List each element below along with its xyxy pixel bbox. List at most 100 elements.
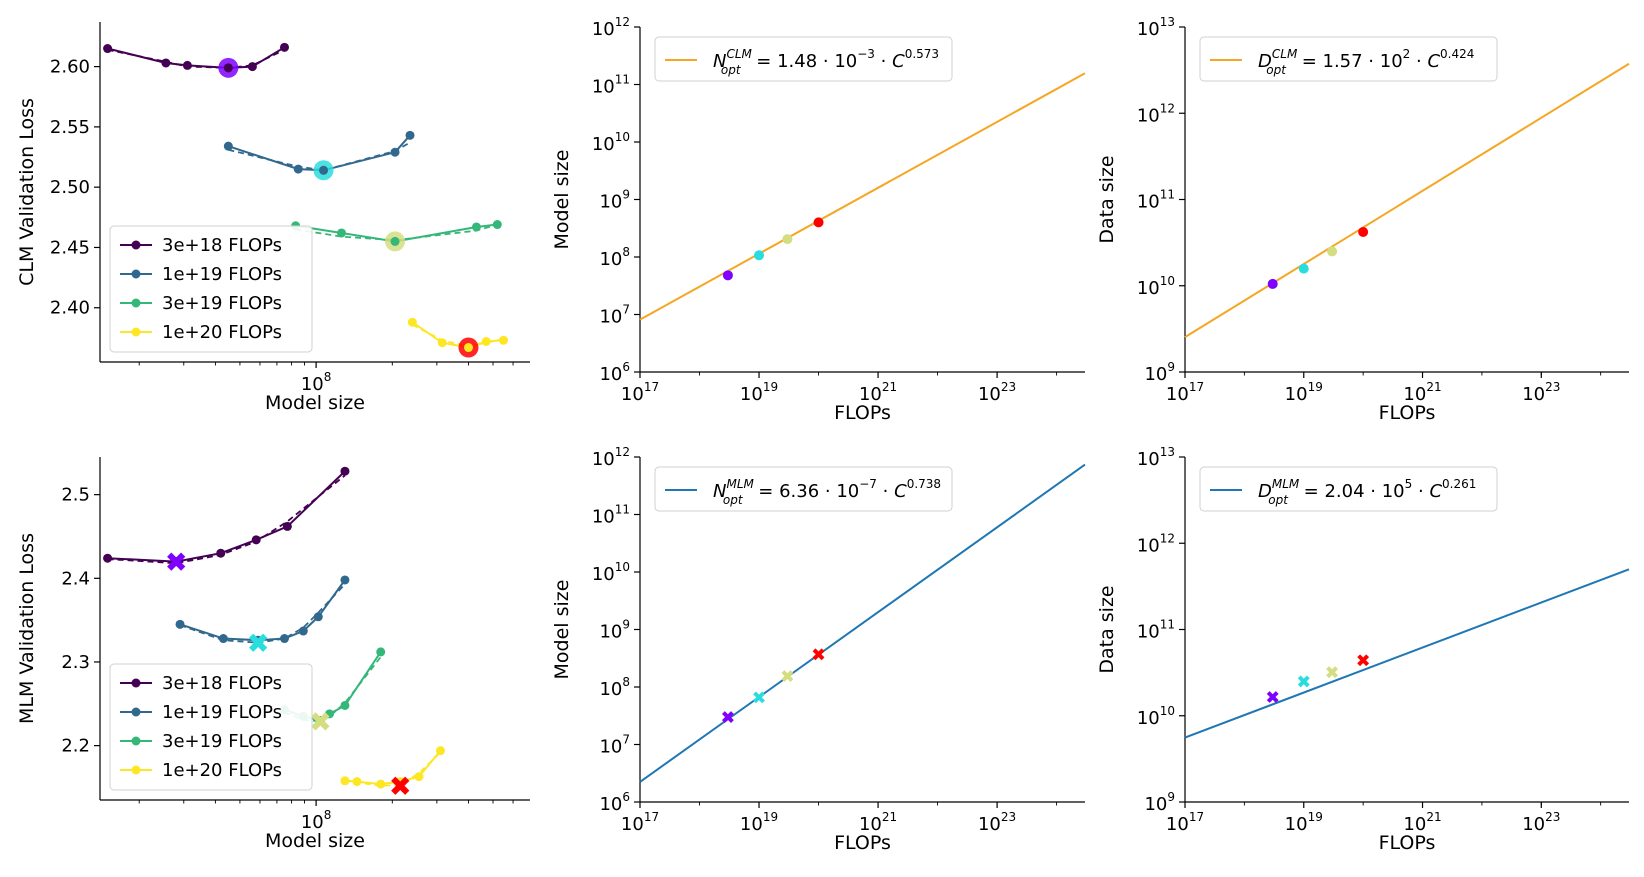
data-point <box>414 772 424 782</box>
optimum-point <box>1266 691 1279 703</box>
legend: 3e+18 FLOPs 1e+19 FLOPs 3e+19 FLOPs 1e+20 F… <box>109 663 313 791</box>
chart-clm_data_size: 1017 1019 1021 1023 109 1010 1011 1012 1013 FLOPs… <box>1096 15 1630 424</box>
x-tick-label: 1017 <box>621 380 659 405</box>
y-tick-label: 1012 <box>592 445 630 470</box>
legend-frame <box>654 466 953 512</box>
x-tick-label: 1023 <box>1522 380 1560 405</box>
y-tick-label: 106 <box>599 790 630 815</box>
y-axis-label: Data size <box>1096 585 1118 673</box>
y-axis-label: MLM Validation Loss <box>16 533 38 724</box>
x-tick-label: 1017 <box>1166 810 1204 835</box>
optimum-point <box>1267 278 1278 289</box>
optimum-center <box>319 165 329 175</box>
chart-clm_loss: 108 2.40 2.45 2.50 2.55 2.60 Model size CLM Val… <box>16 22 530 414</box>
power-law-fit-line <box>639 72 1086 321</box>
data-point <box>175 619 185 629</box>
legend-swatch-marker <box>131 707 141 717</box>
data-point <box>340 466 350 476</box>
power-law-fit-line <box>639 463 1086 783</box>
optimum-point <box>754 250 765 261</box>
y-tick-label: 1012 <box>592 15 630 40</box>
legend-entry: 1e+19 FLOPs <box>162 264 282 285</box>
y-tick-label: 2.2 <box>61 736 90 757</box>
x-tick-label: 1017 <box>621 810 659 835</box>
legend-swatch-marker <box>131 240 141 250</box>
optimum-point <box>753 691 765 704</box>
data-point <box>376 779 386 789</box>
data-point <box>216 548 226 558</box>
x-tick-label: 108 <box>301 808 332 833</box>
power-law-fit-line <box>1184 568 1630 739</box>
data-point <box>405 130 415 140</box>
y-tick-label: 109 <box>599 618 630 643</box>
data-point <box>282 521 292 531</box>
legend: NMLM opt = 6.36 · 10−7 · C0.738 <box>654 466 953 512</box>
y-tick-label: 2.40 <box>50 298 90 319</box>
y-axis-label: Data size <box>1096 155 1118 243</box>
y-axis-label: CLM Validation Loss <box>16 98 38 286</box>
y-tick-label: 1010 <box>592 130 630 155</box>
legend-frame <box>109 663 313 791</box>
optimum-point <box>722 270 733 281</box>
optimum-center <box>390 236 400 246</box>
data-point <box>293 164 303 174</box>
data-point <box>298 626 308 636</box>
data-point <box>279 634 289 644</box>
chart-clm_model_size: 1017 1019 1021 1023 106 107 108 109 1010 1011 1012… <box>551 15 1086 424</box>
data-point <box>376 647 386 657</box>
y-tick-label: 1010 <box>1137 274 1175 299</box>
y-tick-label: 2.50 <box>50 177 90 198</box>
y-tick-label: 2.60 <box>50 57 90 78</box>
legend-entry: 3e+19 FLOPs <box>162 293 282 314</box>
x-tick-label: 1019 <box>1285 810 1323 835</box>
legend-entry: 3e+18 FLOPs <box>162 673 282 694</box>
data-point <box>340 776 350 786</box>
legend-entry: 1e+20 FLOPs <box>162 760 282 781</box>
y-tick-label: 2.3 <box>61 652 90 673</box>
optimum-marker <box>311 712 330 731</box>
optimum-marker <box>391 776 410 795</box>
data-point <box>247 62 257 72</box>
chart-mlm_model_size: 1017 1019 1021 1023 106 107 108 109 1010 1011 1012… <box>551 445 1086 854</box>
y-tick-label: 1011 <box>592 73 630 98</box>
legend-swatch-marker <box>131 327 141 337</box>
optimum-point <box>812 648 825 661</box>
optimum-point <box>1358 226 1369 237</box>
x-axis-label: FLOPs <box>1379 402 1436 424</box>
y-tick-label: 2.55 <box>50 117 90 138</box>
legend-swatch-marker <box>131 269 141 279</box>
data-point <box>313 612 323 622</box>
data-point <box>435 746 445 756</box>
optimum-point <box>813 217 824 228</box>
legend: DCLM opt = 1.57 · 102 · C0.424 <box>1199 36 1498 82</box>
legend-swatch-marker <box>131 298 141 308</box>
data-point <box>340 700 350 710</box>
x-tick-label: 108 <box>301 370 332 395</box>
x-axis-label: Model size <box>265 392 365 414</box>
y-tick-label: 109 <box>1144 790 1175 815</box>
x-tick-label: 1021 <box>1403 380 1441 405</box>
data-point <box>161 58 171 68</box>
data-point <box>390 147 400 157</box>
fit-curve-0 <box>107 474 346 565</box>
data-point <box>492 220 502 230</box>
y-tick-label: 1013 <box>1137 445 1175 470</box>
y-tick-label: 107 <box>599 733 630 758</box>
fit-equation: NCLM opt = 1.48 · 10−3 · C0.573 <box>713 47 939 77</box>
data-point <box>481 337 491 347</box>
y-tick-label: 1011 <box>1137 618 1175 643</box>
x-tick-label: 1017 <box>1166 380 1204 405</box>
legend-frame <box>1199 36 1498 82</box>
y-axis-label: Model size <box>551 580 573 680</box>
y-tick-label: 109 <box>599 188 630 213</box>
legend-swatch-marker <box>131 736 141 746</box>
y-tick-label: 109 <box>1144 360 1175 385</box>
optimum-center <box>463 343 473 353</box>
optimum-center <box>223 63 233 73</box>
optimum-point <box>782 234 793 245</box>
series-line-0 <box>107 46 286 69</box>
x-tick-label: 1023 <box>978 810 1016 835</box>
optimum-point <box>1326 666 1339 679</box>
y-tick-label: 1011 <box>1137 188 1175 213</box>
